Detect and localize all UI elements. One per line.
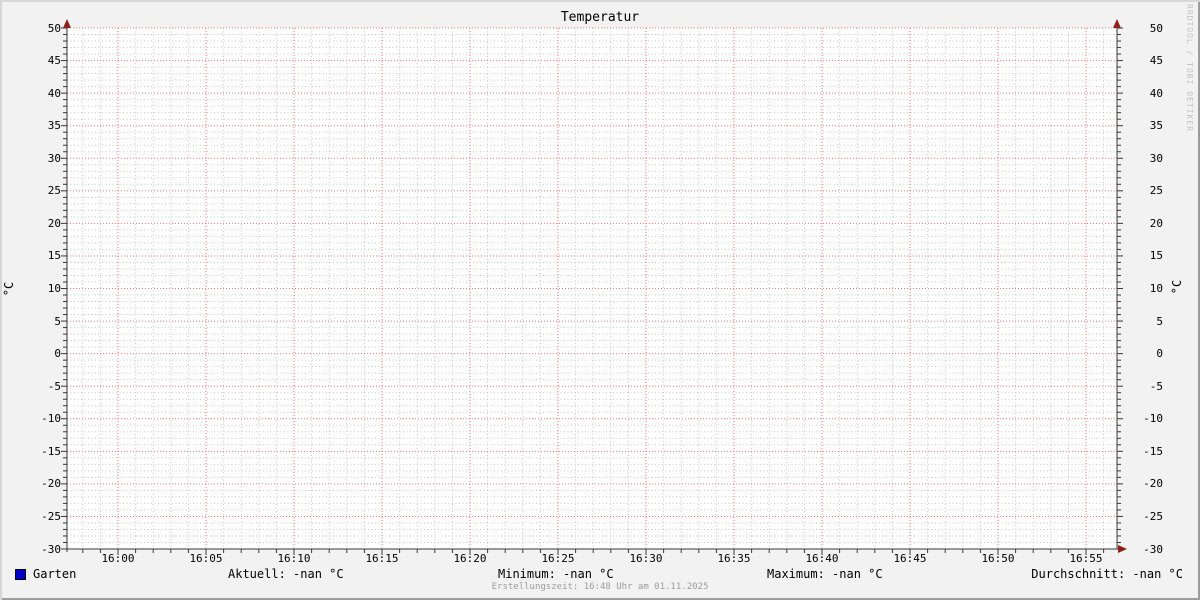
series-color-swatch bbox=[15, 569, 26, 580]
x-tick-label: 16:35 bbox=[717, 552, 751, 565]
y-tick-label-left: 15 bbox=[47, 249, 61, 262]
y-tick-label-right: 30 bbox=[1149, 152, 1163, 165]
x-tick-label: 16:15 bbox=[365, 552, 399, 565]
x-tick-label: 16:20 bbox=[453, 552, 487, 565]
y-tick-label-left: -30 bbox=[41, 543, 61, 556]
y-tick-label-right: 0 bbox=[1156, 347, 1163, 360]
legend-stat-aktuell: Aktuell: -nan °C bbox=[228, 567, 344, 581]
legend-stat-durchschnitt: Durchschnitt: -nan °C bbox=[1031, 567, 1183, 581]
y-tick-label-right: 20 bbox=[1149, 217, 1163, 230]
legend-stat-maximum: Maximum: -nan °C bbox=[767, 567, 883, 581]
y-tick-label-right: 5 bbox=[1156, 315, 1163, 328]
x-tick-label: 16:55 bbox=[1069, 552, 1103, 565]
y-tick-label-left: 30 bbox=[47, 152, 61, 165]
x-tick-label: 16:40 bbox=[805, 552, 839, 565]
y-tick-label-left: 35 bbox=[47, 119, 61, 132]
x-tick-label: 16:00 bbox=[101, 552, 135, 565]
y-tick-label-left: 20 bbox=[47, 217, 61, 230]
legend-series-label: Garten bbox=[33, 567, 77, 581]
y-tick-label-right: -10 bbox=[1143, 412, 1163, 425]
y-tick-label-right: 50 bbox=[1149, 22, 1163, 35]
y-tick-label-left: 10 bbox=[47, 282, 61, 295]
chart-title: Temperatur bbox=[560, 10, 640, 25]
y-tick-label-right: 25 bbox=[1149, 184, 1163, 197]
y-tick-label-left: 40 bbox=[47, 87, 61, 100]
y-tick-label-right: 45 bbox=[1149, 54, 1163, 67]
y-tick-label-right: 40 bbox=[1149, 87, 1163, 100]
y-tick-label-left: 25 bbox=[47, 184, 61, 197]
y-tick-label-left: -5 bbox=[47, 380, 61, 393]
y-tick-label-right: 10 bbox=[1149, 282, 1163, 295]
x-tick-label: 16:45 bbox=[893, 552, 927, 565]
y-tick-label-right: -30 bbox=[1143, 543, 1163, 556]
y-tick-label-right: 15 bbox=[1149, 249, 1163, 262]
x-tick-label: 16:10 bbox=[277, 552, 311, 565]
y-tick-label-left: -20 bbox=[41, 477, 61, 490]
x-tick-label: 16:25 bbox=[541, 552, 575, 565]
y-tick-label-left: -10 bbox=[41, 412, 61, 425]
legend-stat-minimum: Minimum: -nan °C bbox=[498, 567, 614, 581]
y-tick-label-right: 35 bbox=[1149, 119, 1163, 132]
y-tick-label-left: -25 bbox=[41, 510, 61, 523]
y-axis-unit-left: °C bbox=[2, 281, 16, 297]
y-tick-label-left: -15 bbox=[41, 445, 61, 458]
x-tick-label: 16:05 bbox=[189, 552, 223, 565]
y-tick-label-left: 45 bbox=[47, 54, 61, 67]
y-tick-label-left: 0 bbox=[54, 347, 61, 360]
x-tick-label: 16:30 bbox=[629, 552, 663, 565]
creation-timestamp: Erstellungszeit: 16:48 Uhr am 01.11.2025 bbox=[491, 582, 709, 592]
legend-row: Garten Aktuell: -nan °C Minimum: -nan °C… bbox=[0, 568, 1200, 582]
rrdtool-watermark: RRDTOOL / TOBI OETIKER bbox=[1185, 4, 1194, 132]
y-axis-unit-right: °C bbox=[1170, 279, 1184, 295]
y-tick-label-right: -15 bbox=[1143, 445, 1163, 458]
y-tick-label-right: -20 bbox=[1143, 477, 1163, 490]
x-tick-label: 16:50 bbox=[981, 552, 1015, 565]
y-tick-label-right: -25 bbox=[1143, 510, 1163, 523]
y-tick-label-left: 5 bbox=[54, 315, 61, 328]
y-tick-label-left: 50 bbox=[47, 22, 61, 35]
y-tick-label-right: -5 bbox=[1149, 380, 1163, 393]
